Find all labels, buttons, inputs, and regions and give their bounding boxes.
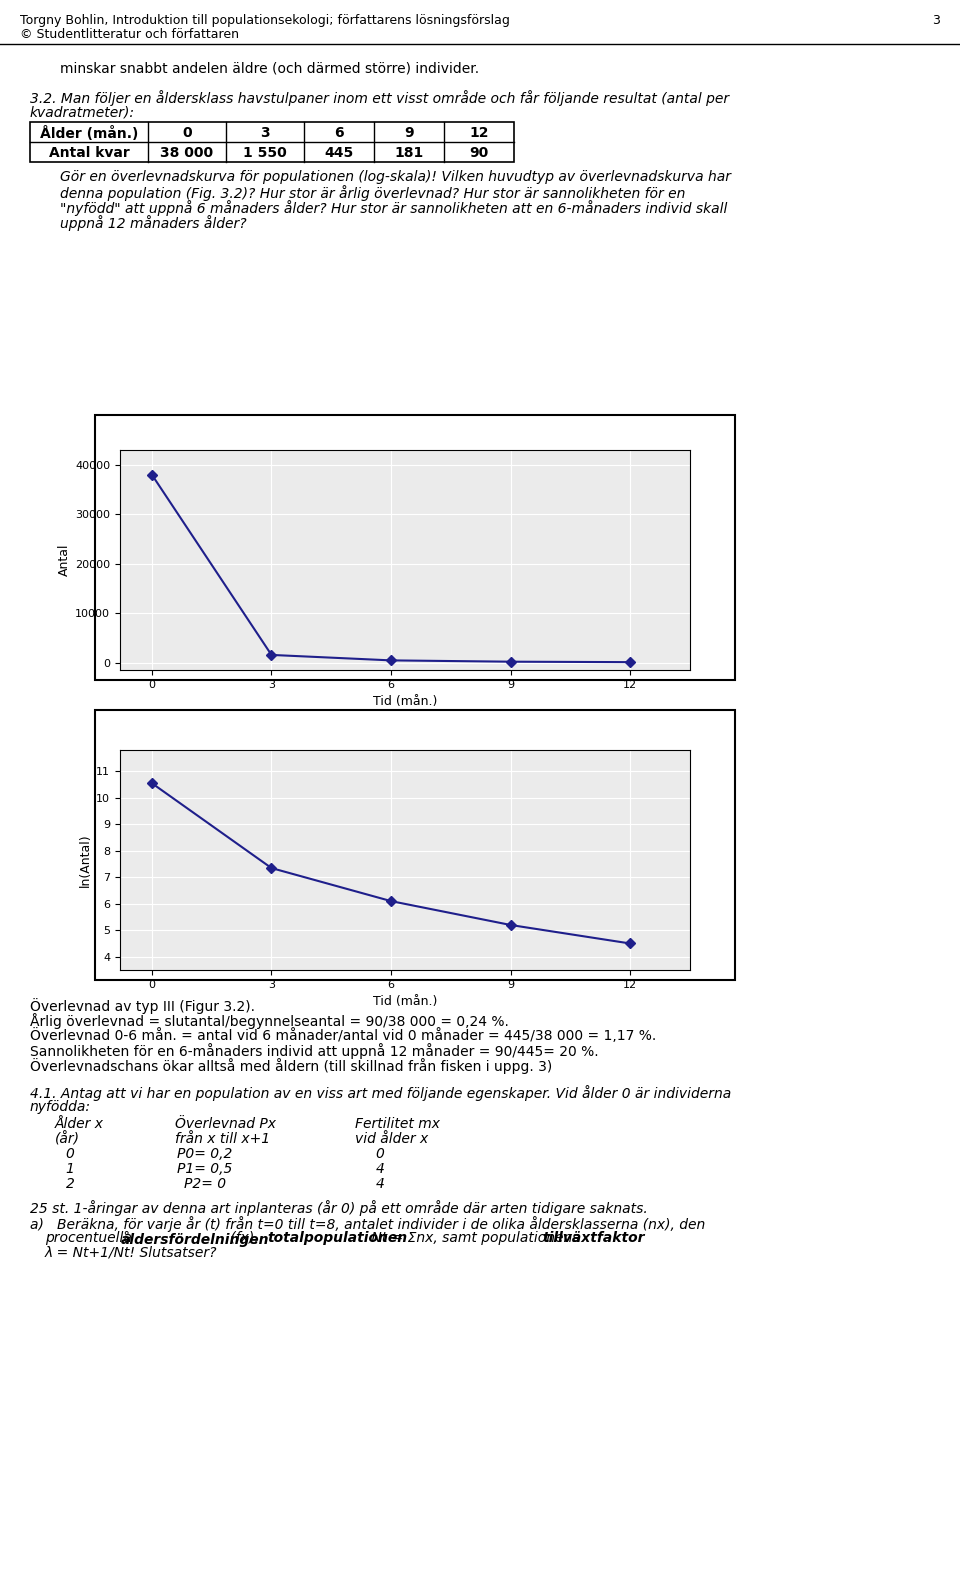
Y-axis label: ln(Antal): ln(Antal) xyxy=(79,833,92,887)
Text: uppnå 12 månaders ålder?: uppnå 12 månaders ålder? xyxy=(60,214,247,232)
Text: 1 550: 1 550 xyxy=(243,146,287,160)
Text: Nt = Σnx, samt populationens: Nt = Σnx, samt populationens xyxy=(367,1232,584,1244)
Text: Överlevnad 0-6 mån. = antal vid 6 månader/antal vid 0 månader = 445/38 000 = 1,1: Överlevnad 0-6 mån. = antal vid 6 månade… xyxy=(30,1028,657,1043)
Text: 4: 4 xyxy=(375,1178,384,1190)
Text: 2: 2 xyxy=(65,1178,75,1190)
Text: 4: 4 xyxy=(375,1162,384,1176)
Text: 90: 90 xyxy=(469,146,489,160)
Text: Antal kvar: Antal kvar xyxy=(49,146,130,160)
Text: Gör en överlevnadskurva för populationen (log-skala)! Vilken huvudtyp av överlev: Gör en överlevnadskurva för populationen… xyxy=(60,170,731,184)
Text: P2= 0: P2= 0 xyxy=(184,1178,226,1190)
Text: Överlevnadschans ökar alltså med åldern (till skillnad från fisken i uppg. 3): Överlevnadschans ökar alltså med åldern … xyxy=(30,1059,552,1074)
Text: 4.1. Antag att vi har en population av en viss art med följande egenskaper. Vid : 4.1. Antag att vi har en population av e… xyxy=(30,1086,732,1101)
Text: 181: 181 xyxy=(395,146,423,160)
Text: procentuella: procentuella xyxy=(45,1232,136,1244)
Text: Torgny Bohlin, Introduktion till populationsekologi; författarens lösningsförsla: Torgny Bohlin, Introduktion till populat… xyxy=(20,14,510,27)
Text: åldersfördelningen: åldersfördelningen xyxy=(121,1232,270,1247)
Text: Överlevnad av typ III (Figur 3.2).: Överlevnad av typ III (Figur 3.2). xyxy=(30,998,255,1014)
Text: 12: 12 xyxy=(469,125,489,140)
X-axis label: Tid (mån.): Tid (mån.) xyxy=(372,995,437,1008)
Text: 38 000: 38 000 xyxy=(160,146,213,160)
Text: nyfödda:: nyfödda: xyxy=(30,1100,91,1114)
Text: 0: 0 xyxy=(65,1147,75,1162)
Text: Ålder x: Ålder x xyxy=(55,1117,104,1132)
Text: 1: 1 xyxy=(65,1162,75,1176)
Text: Årlig överlevnad = slutantal/begynnelseantal = 90/38 000 = 0,24 %.: Årlig överlevnad = slutantal/begynnelsea… xyxy=(30,1013,509,1028)
Text: denna population (Fig. 3.2)? Hur stor är årlig överlevnad? Hur stor är sannolikh: denna population (Fig. 3.2)? Hur stor är… xyxy=(60,186,685,202)
Text: Ålder (mån.): Ålder (mån.) xyxy=(39,125,138,141)
Text: P0= 0,2: P0= 0,2 xyxy=(178,1147,232,1162)
Text: från x till x+1: från x till x+1 xyxy=(175,1132,270,1146)
Text: λ = Nt+1/Nt! Slutsatser?: λ = Nt+1/Nt! Slutsatser? xyxy=(45,1246,218,1260)
Text: 3: 3 xyxy=(932,14,940,27)
Text: Sannolikheten för en 6-månaders individ att uppnå 12 månader = 90/445= 20 %.: Sannolikheten för en 6-månaders individ … xyxy=(30,1043,599,1059)
Text: 445: 445 xyxy=(324,146,353,160)
X-axis label: Tid (mån.): Tid (mån.) xyxy=(372,695,437,708)
Text: 6: 6 xyxy=(334,125,344,140)
Text: tillväxtfaktor: tillväxtfaktor xyxy=(542,1232,645,1244)
Y-axis label: Antal: Antal xyxy=(58,544,71,576)
Text: 9: 9 xyxy=(404,125,414,140)
Text: "nyfödd" att uppnå 6 månaders ålder? Hur stor är sannolikheten att en 6-månaders: "nyfödd" att uppnå 6 månaders ålder? Hur… xyxy=(60,200,728,216)
Text: vid ålder x: vid ålder x xyxy=(355,1132,428,1146)
Text: 0: 0 xyxy=(182,125,192,140)
Text: P1= 0,5: P1= 0,5 xyxy=(178,1162,232,1176)
Text: (fx),: (fx), xyxy=(227,1232,263,1244)
Text: kvadratmeter):: kvadratmeter): xyxy=(30,105,135,119)
Text: Fertilitet mx: Fertilitet mx xyxy=(355,1117,440,1132)
Text: 3: 3 xyxy=(260,125,270,140)
Text: © Studentlitteratur och författaren: © Studentlitteratur och författaren xyxy=(20,29,239,41)
Text: procentuella åldersfördelningen (fx), totalpopulationen Nt = Σnx, samt populatio: procentuella åldersfördelningen (fx), to… xyxy=(45,1232,732,1247)
Text: 3.2. Man följer en åldersklass havstulpaner inom ett visst område och får följan: 3.2. Man följer en åldersklass havstulpa… xyxy=(30,90,730,106)
Text: minskar snabbt andelen äldre (och därmed större) individer.: minskar snabbt andelen äldre (och därmed… xyxy=(60,62,479,76)
Text: 25 st. 1-åringar av denna art inplanteras (år 0) på ett område där arten tidigar: 25 st. 1-åringar av denna art inplantera… xyxy=(30,1200,648,1216)
Text: totalpopulationen: totalpopulationen xyxy=(267,1232,407,1244)
Text: a)   Beräkna, för varje år (t) från t=0 till t=8, antalet individer i de olika å: a) Beräkna, för varje år (t) från t=0 ti… xyxy=(30,1216,706,1232)
Text: 0: 0 xyxy=(375,1147,384,1162)
Text: (år): (år) xyxy=(55,1132,80,1146)
Text: Överlevnad Px: Överlevnad Px xyxy=(175,1117,276,1132)
